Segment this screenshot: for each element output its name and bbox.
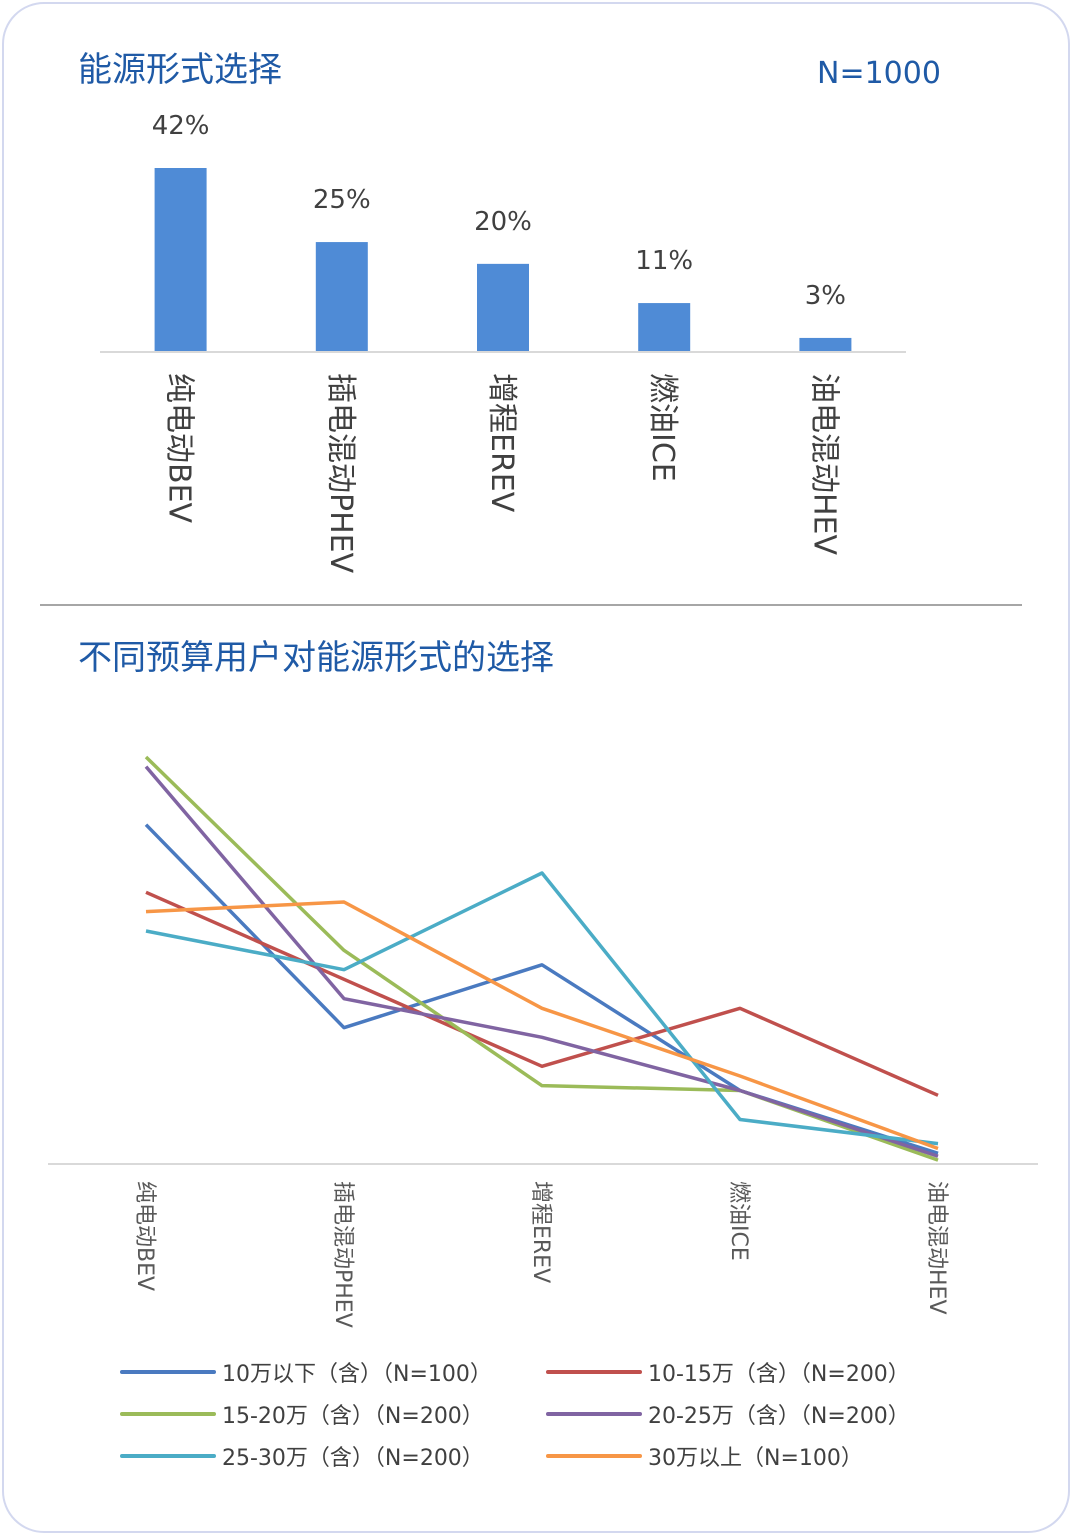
- series-line-3: [144, 765, 939, 1158]
- bar-category-label-0: 纯电动BEV: [162, 373, 197, 524]
- bar-data-label-2: 20%: [474, 207, 532, 237]
- series-line-4: [145, 871, 939, 1146]
- bar-3: [638, 303, 691, 351]
- line-category-label-4: 油电混动HEV: [924, 1181, 949, 1315]
- legend-item-5: 30万以上（N=100）: [546, 1436, 863, 1476]
- bar-0: [154, 168, 207, 351]
- line-category-label-2: 增程EREV: [528, 1181, 553, 1283]
- bar-1: [315, 242, 368, 351]
- legend-label-5: 30万以上（N=100）: [648, 1446, 863, 1471]
- bar-chart-title: 能源形式选择: [78, 50, 282, 90]
- line-chart: 纯电动BEV 插电混动PHEV 增程EREV 燃油ICE 油电混动HEV: [48, 755, 1038, 1328]
- legend-swatch-3: [546, 1412, 642, 1416]
- bar-data-label-3: 11%: [635, 246, 693, 276]
- legend-item-3: 20-25万（含）（N=200）: [546, 1394, 910, 1434]
- legend-item-4: 25-30万（含）（N=200）: [120, 1436, 484, 1476]
- line-category-label-1: 插电混动PHEV: [330, 1181, 355, 1328]
- series-line-2: [144, 755, 939, 1162]
- section-divider: [40, 604, 1022, 606]
- bar-category-label-2: 增程EREV: [484, 373, 519, 513]
- legend-item-1: 10-15万（含）（N=200）: [546, 1352, 910, 1392]
- bar-4: [799, 337, 852, 351]
- line-category-label-3: 燃油ICE: [726, 1181, 751, 1261]
- bar-data-label-0: 42%: [152, 111, 210, 141]
- series-line-5: [145, 900, 939, 1151]
- legend-label-4: 25-30万（含）（N=200）: [222, 1446, 484, 1471]
- legend-item-0: 10万以下（含）（N=100）: [120, 1352, 492, 1392]
- legend-swatch-4: [120, 1454, 216, 1458]
- bar-category-label-3: 燃油ICE: [645, 373, 680, 482]
- legend-swatch-2: [120, 1412, 216, 1416]
- bar-category-label-1: 插电混动PHEV: [323, 373, 358, 574]
- legend-swatch-0: [120, 1370, 216, 1374]
- legend-swatch-5: [546, 1454, 642, 1458]
- sample-size-label: N=1000: [817, 56, 941, 91]
- bar-chart: 42% 纯电动BEV 25% 插电混动PHEV 20% 增程EREV 11% 燃油ICE 3% 油…: [100, 111, 906, 574]
- legend-label-2: 15-20万（含）（N=200）: [222, 1404, 484, 1429]
- legend-label-0: 10万以下（含）（N=100）: [222, 1362, 492, 1387]
- series-line-1: [145, 890, 939, 1097]
- bar-data-label-4: 3%: [805, 281, 846, 311]
- legend-swatch-1: [546, 1370, 642, 1374]
- bar-category-label-4: 油电混动HEV: [806, 373, 841, 556]
- bar-2: [477, 263, 529, 351]
- line-chart-title: 不同预算用户对能源形式的选择: [78, 638, 554, 678]
- legend-item-2: 15-20万（含）（N=200）: [120, 1394, 484, 1434]
- legend-label-1: 10-15万（含）（N=200）: [648, 1362, 910, 1387]
- line-category-label-0: 纯电动BEV: [132, 1181, 157, 1291]
- bar-data-label-1: 25%: [313, 185, 371, 215]
- legend-label-3: 20-25万（含）（N=200）: [648, 1404, 910, 1429]
